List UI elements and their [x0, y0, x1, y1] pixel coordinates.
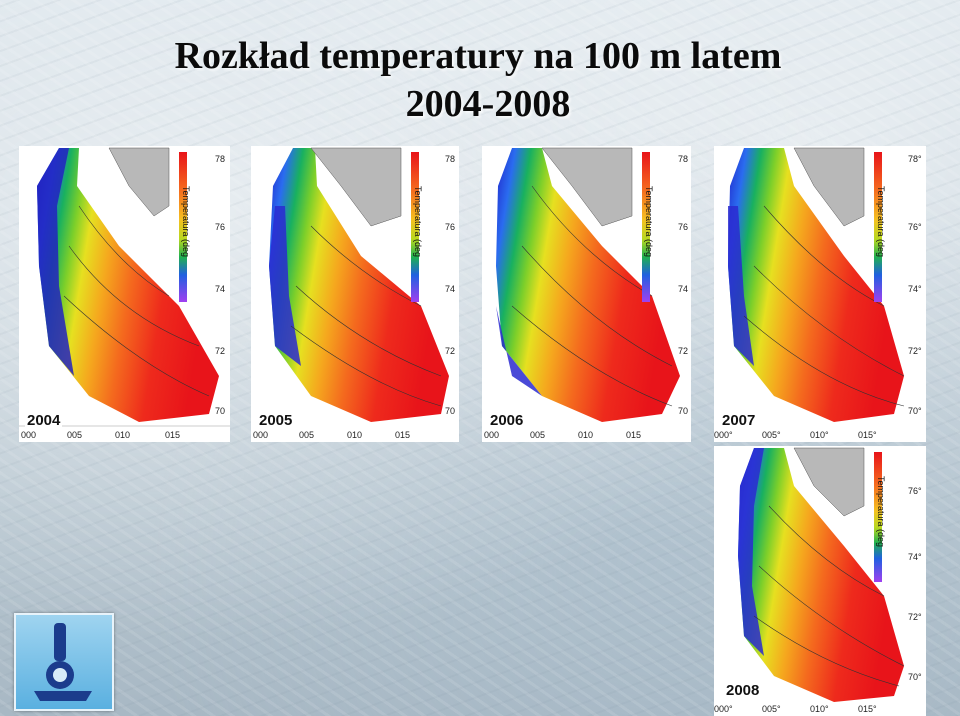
colorbar-label: Temperatura (deg — [876, 476, 886, 548]
colorbar-label: Temperatura (deg — [181, 186, 191, 258]
lon-tick: 005 — [530, 430, 546, 440]
map-panel-2007: Temperatura (deg 2007 000° 005° 010° 015… — [714, 146, 926, 442]
temperature-map — [728, 147, 905, 422]
lon-tick: 000 — [21, 430, 37, 440]
lat-tick: 74 — [445, 284, 456, 294]
year-label: 2005 — [257, 412, 295, 429]
year-label: 2004 — [25, 412, 63, 429]
lon-tick: 015° — [858, 430, 877, 440]
lon-tick: 010° — [810, 704, 829, 714]
page-title: Rozkład temperatury na 100 m latem — [174, 35, 782, 77]
lon-tick: 005° — [762, 430, 781, 440]
temperature-map — [496, 147, 680, 422]
lat-tick: 74° — [908, 552, 922, 562]
lon-tick: 010 — [347, 430, 363, 440]
lat-tick: 72 — [215, 346, 226, 356]
lat-tick: 76° — [908, 486, 922, 496]
map-panel-2006: Temperatura (deg 2006 000 005 010 015 78… — [482, 146, 691, 442]
lat-tick: 70 — [678, 406, 689, 416]
colorbar-label: Temperatura (deg — [644, 186, 654, 258]
temperature-map — [738, 447, 905, 702]
institute-logo-icon — [14, 613, 114, 711]
lat-tick: 74 — [678, 284, 689, 294]
lon-tick: 000 — [253, 430, 269, 440]
lat-tick: 76 — [445, 222, 456, 232]
lat-tick: 78 — [445, 154, 456, 164]
lat-tick: 72° — [908, 612, 922, 622]
lat-tick: 76 — [215, 222, 226, 232]
lon-tick: 010 — [115, 430, 131, 440]
colorbar-label: Temperatura (deg — [876, 186, 886, 258]
lat-tick: 72 — [678, 346, 689, 356]
lon-tick: 005 — [67, 430, 83, 440]
lon-tick: 000 — [484, 430, 500, 440]
lat-tick: 78 — [215, 154, 226, 164]
year-label: 2008 — [724, 682, 762, 699]
lon-tick: 005 — [299, 430, 315, 440]
map-panel-2005: Temperatura (deg 2005 000 005 010 015 78… — [251, 146, 459, 442]
year-label: 2006 — [488, 412, 526, 429]
lat-tick: 70 — [215, 406, 226, 416]
lon-tick: 015 — [395, 430, 411, 440]
lat-tick: 78 — [678, 154, 689, 164]
lon-tick: 015 — [165, 430, 181, 440]
lat-tick: 70° — [908, 406, 922, 416]
lat-tick: 72 — [445, 346, 456, 356]
lat-tick: 76° — [908, 222, 922, 232]
lon-tick: 010° — [810, 430, 829, 440]
lat-tick: 74 — [215, 284, 226, 294]
temperature-map — [19, 147, 230, 427]
year-label: 2007 — [720, 412, 758, 429]
lat-tick: 72° — [908, 346, 922, 356]
page-subtitle: 2004-2008 — [405, 83, 571, 125]
lat-tick: 74° — [908, 284, 922, 294]
lat-tick: 70° — [908, 672, 922, 682]
colorbar-label: Temperatura (deg — [413, 186, 423, 258]
lon-tick: 000° — [714, 430, 733, 440]
lat-tick: 78° — [908, 154, 922, 164]
lat-tick: 70 — [445, 406, 456, 416]
lon-tick: 015 — [626, 430, 642, 440]
lon-tick: 015° — [858, 704, 877, 714]
temperature-map — [269, 147, 449, 422]
lon-tick: 000° — [714, 704, 733, 714]
map-panel-2004: Temperatura (deg 2004 000 005 010 015 78… — [19, 146, 230, 442]
lon-tick: 010 — [578, 430, 594, 440]
map-panel-2008: Temperatura (deg 2008 000° 005° 010° 015… — [714, 446, 926, 716]
lat-tick: 76 — [678, 222, 689, 232]
lon-tick: 005° — [762, 704, 781, 714]
